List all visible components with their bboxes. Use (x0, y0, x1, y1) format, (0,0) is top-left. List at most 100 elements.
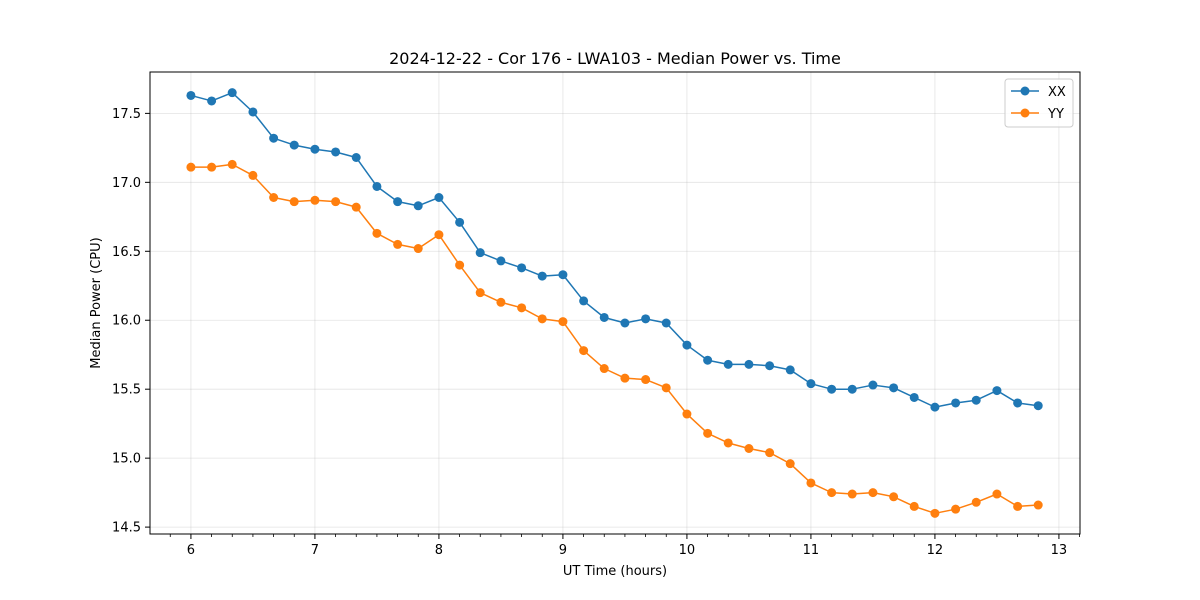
data-point-xx (496, 256, 506, 266)
y-tick-label: 14.5 (112, 521, 141, 536)
data-point-yy (372, 228, 382, 238)
data-point-xx (207, 96, 217, 106)
data-point-xx (269, 133, 279, 143)
data-point-xx (558, 270, 568, 280)
data-point-xx (847, 384, 857, 394)
data-point-xx (289, 140, 299, 150)
data-point-xx (331, 147, 341, 157)
x-tick-label: 10 (679, 543, 696, 558)
data-point-yy (455, 260, 465, 270)
data-point-xx (413, 201, 423, 211)
data-point-xx (806, 379, 816, 389)
y-tick-label: 16.0 (112, 314, 141, 329)
data-point-yy (682, 409, 692, 419)
data-point-xx (620, 318, 630, 328)
data-point-yy (413, 244, 423, 254)
axis-layer: 6 7 8 9 10 11 12 13 14.5 15.0 15.5 16.0 16.5 17.0 17.5 (112, 107, 1080, 558)
y-tick-label: 15.0 (112, 452, 141, 467)
data-point-yy (827, 488, 837, 498)
data-point-yy (930, 508, 940, 518)
chart-title: 2024-12-22 - Cor 176 - LWA103 - Median P… (389, 49, 841, 68)
data-point-yy (248, 170, 258, 180)
legend: XX YY (1004, 78, 1074, 128)
data-point-xx (827, 384, 837, 394)
x-tick-label: 9 (559, 543, 567, 558)
data-point-xx (434, 192, 444, 202)
data-point-xx (909, 392, 919, 402)
data-point-yy (475, 288, 485, 298)
legend-label-xx: XX (1048, 85, 1066, 100)
data-point-yy (744, 443, 754, 453)
data-point-yy (909, 501, 919, 511)
data-point-xx (393, 197, 403, 207)
data-point-xx (992, 386, 1002, 396)
data-point-xx (930, 402, 940, 412)
data-point-yy (310, 195, 320, 205)
data-point-xx (579, 296, 589, 306)
y-tick-label: 15.5 (112, 383, 141, 398)
data-point-yy (351, 202, 361, 212)
data-point-yy (889, 492, 899, 502)
data-point-yy (661, 383, 671, 393)
data-point-xx (599, 312, 609, 322)
data-point-xx (971, 395, 981, 405)
data-point-xx (889, 383, 899, 393)
legend-marker-yy (1020, 108, 1030, 118)
data-point-yy (765, 448, 775, 458)
data-point-xx (1033, 401, 1043, 411)
data-point-yy (599, 364, 609, 374)
data-point-xx (723, 359, 733, 369)
data-point-yy (868, 488, 878, 498)
data-point-yy (806, 478, 816, 488)
x-tick-label: 6 (187, 543, 195, 558)
x-tick-label: 8 (435, 543, 443, 558)
x-tick-label: 13 (1051, 543, 1068, 558)
data-point-xx (227, 88, 237, 98)
data-point-xx (765, 361, 775, 371)
series-layer (186, 88, 1043, 518)
data-point-xx (744, 359, 754, 369)
y-tick-label: 16.5 (112, 245, 141, 260)
data-point-xx (310, 144, 320, 154)
data-point-xx (703, 355, 713, 365)
data-point-xx (951, 398, 961, 408)
data-point-yy (186, 162, 196, 172)
data-point-yy (641, 375, 651, 385)
x-tick-label: 12 (927, 543, 944, 558)
data-point-xx (1013, 398, 1023, 408)
data-point-xx (248, 107, 258, 117)
data-point-yy (785, 459, 795, 469)
data-point-yy (992, 489, 1002, 499)
x-tick-label: 7 (311, 543, 319, 558)
data-point-yy (847, 489, 857, 499)
data-point-xx (537, 271, 547, 281)
data-point-yy (723, 438, 733, 448)
data-point-xx (372, 181, 382, 191)
data-point-xx (186, 90, 196, 100)
data-point-xx (351, 153, 361, 163)
y-axis-label: Median Power (CPU) (89, 237, 104, 368)
data-point-yy (517, 303, 527, 313)
data-point-yy (620, 373, 630, 383)
x-tick-label: 11 (803, 543, 820, 558)
data-point-xx (641, 314, 651, 324)
data-point-yy (393, 239, 403, 249)
data-point-yy (496, 297, 506, 307)
data-point-yy (289, 197, 299, 207)
data-point-yy (207, 162, 217, 172)
data-point-xx (475, 248, 485, 258)
legend-marker-xx (1020, 86, 1030, 96)
data-point-xx (661, 318, 671, 328)
data-point-yy (579, 346, 589, 356)
data-point-yy (434, 230, 444, 240)
y-tick-label: 17.0 (112, 176, 141, 191)
legend-label-yy: YY (1047, 107, 1064, 122)
data-point-yy (703, 428, 713, 438)
data-point-yy (951, 504, 961, 514)
data-point-yy (331, 197, 341, 207)
data-point-xx (455, 217, 465, 227)
y-tick-label: 17.5 (112, 107, 141, 122)
plot-area-frame (149, 71, 1081, 535)
